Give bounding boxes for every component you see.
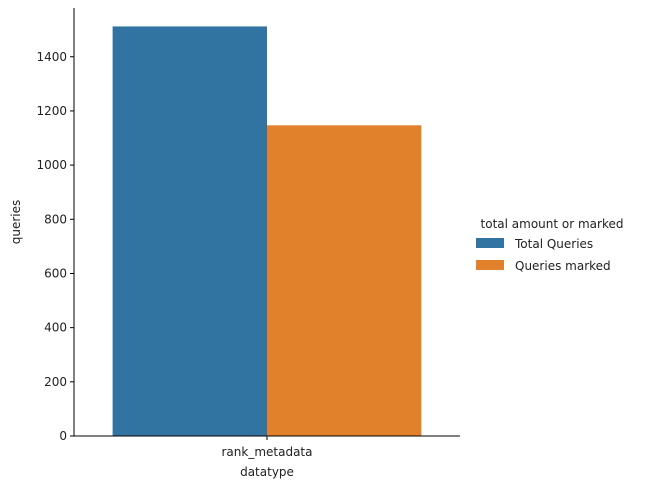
legend-title: total amount or marked bbox=[481, 217, 624, 231]
y-tick-label: 0 bbox=[59, 429, 67, 443]
x-axis-title: datatype bbox=[240, 465, 294, 479]
legend: total amount or marked Total Queries Quer… bbox=[476, 217, 623, 273]
y-tick-label: 800 bbox=[44, 212, 67, 226]
legend-swatch bbox=[476, 238, 504, 248]
y-axis-title: queries bbox=[9, 200, 23, 245]
legend-label: Queries marked bbox=[515, 259, 611, 273]
y-tick-label: 200 bbox=[44, 375, 67, 389]
y-axis-ticks: 0 200 400 600 800 1000 1200 1400 bbox=[36, 50, 74, 443]
bar-queries-marked bbox=[267, 125, 422, 436]
y-tick-label: 1400 bbox=[36, 50, 67, 64]
bars bbox=[112, 26, 422, 436]
legend-label: Total Queries bbox=[514, 237, 593, 251]
y-tick-label: 600 bbox=[44, 266, 67, 280]
y-tick-label: 1000 bbox=[36, 158, 67, 172]
x-axis-ticks: rank_metadata bbox=[221, 436, 313, 459]
legend-swatch bbox=[476, 260, 504, 270]
bar-total-queries bbox=[112, 26, 267, 436]
y-tick-label: 1200 bbox=[36, 104, 67, 118]
y-tick-label: 400 bbox=[44, 321, 67, 335]
x-tick-label: rank_metadata bbox=[221, 445, 312, 459]
